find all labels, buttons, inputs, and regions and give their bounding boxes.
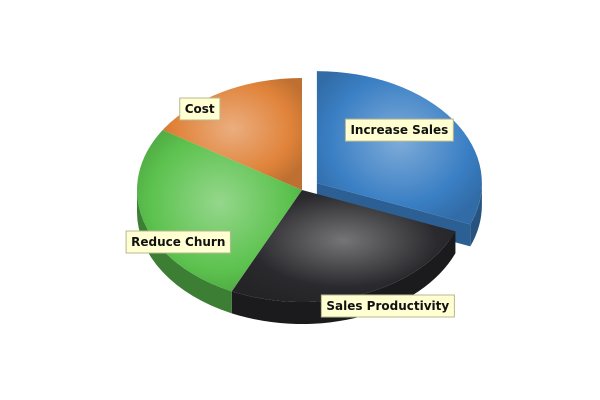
slice-label-text: Cost	[185, 102, 215, 116]
slice-label-box	[179, 97, 221, 121]
pie-slice-sales-productivity[interactable]	[231, 190, 456, 302]
slice-label-increase-sales: Increase Sales	[344, 118, 454, 142]
slice-label-cost: Cost	[179, 97, 221, 121]
slice-label-sales-productivity: Sales Productivity	[320, 294, 455, 318]
slice-side-reduce-churn	[137, 190, 232, 314]
slice-side-increase-sales	[470, 183, 482, 247]
slice-label-text: Increase Sales	[350, 123, 448, 137]
slice-label-box	[320, 294, 455, 318]
pie-slice-increase-sales[interactable]	[316, 71, 482, 225]
slice-label-box	[125, 230, 231, 254]
slice-label-text: Sales Productivity	[326, 299, 449, 313]
slice-label-box	[344, 118, 454, 142]
slice-label-reduce-churn: Reduce Churn	[125, 230, 231, 254]
slice-label-text: Reduce Churn	[131, 235, 225, 249]
